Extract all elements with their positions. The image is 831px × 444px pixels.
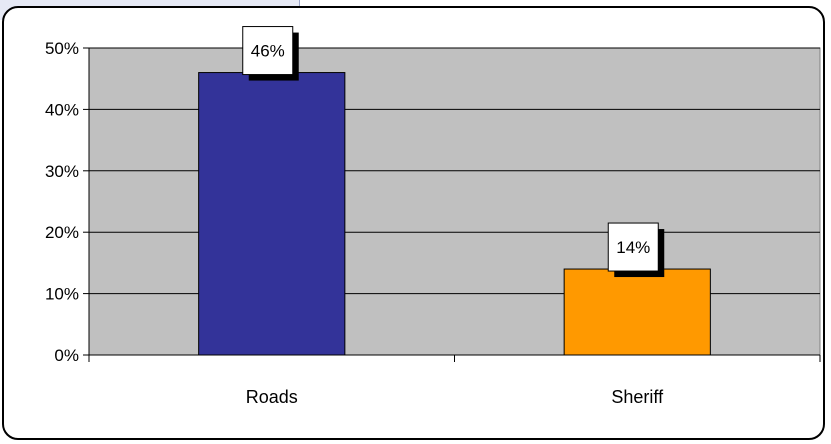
data-label: 14% [616, 238, 650, 257]
bar-sheriff [563, 268, 711, 356]
y-tick-label: 50% [45, 39, 79, 58]
data-label-box [242, 26, 294, 76]
y-tick-label: 20% [45, 223, 79, 242]
category-label: Roads [246, 387, 298, 407]
y-tick-label: 10% [45, 285, 79, 304]
y-tick-label: 0% [54, 346, 79, 365]
bar-roads [198, 72, 346, 356]
y-tick-label: 30% [45, 162, 79, 181]
data-label-box [607, 222, 659, 272]
y-tick-label: 40% [45, 100, 79, 119]
category-label: Sheriff [611, 387, 664, 407]
data-label: 46% [251, 42, 285, 61]
